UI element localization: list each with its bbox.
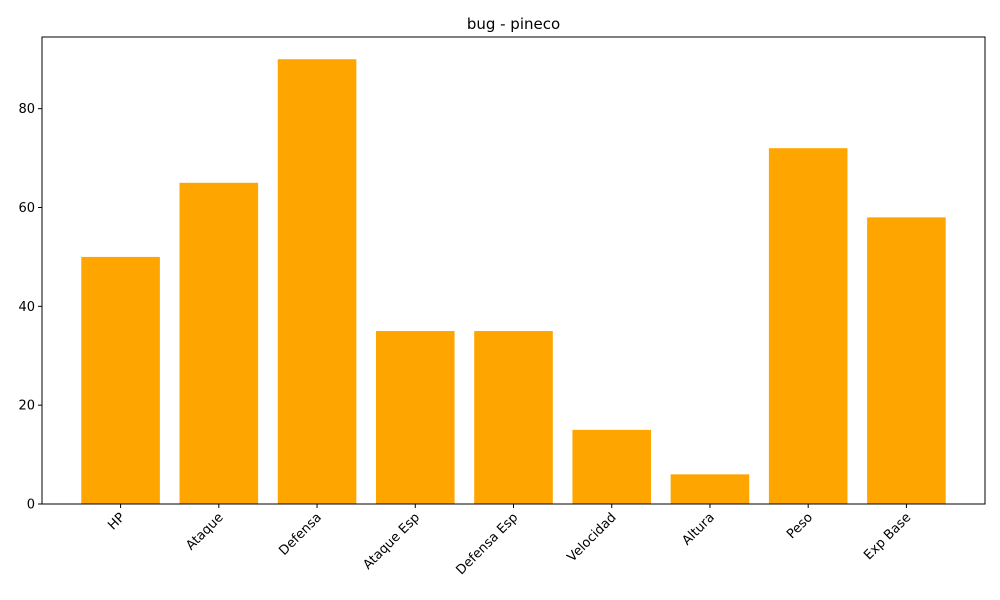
y-tick-label-20: 20 — [18, 399, 35, 414]
y-tick-label-80: 80 — [18, 102, 35, 117]
bar-altura — [670, 474, 750, 504]
y-tick-label-40: 40 — [18, 300, 35, 315]
bar-defensa — [277, 59, 357, 504]
bar-hp — [81, 256, 160, 504]
y-tick-label-60: 60 — [18, 201, 35, 216]
bar-exp-base — [867, 217, 946, 504]
y-tick-label-0: 0 — [27, 498, 35, 513]
bar-velocidad — [572, 429, 652, 504]
y-axis: 0 20 40 60 80 — [18, 102, 42, 513]
chart-title: bug - pineco — [467, 15, 560, 33]
bar-ataque — [179, 182, 259, 504]
bars-group — [81, 59, 946, 504]
bar-peso — [768, 148, 848, 504]
plot-frame — [41, 36, 986, 505]
bar-ataque-esp — [375, 331, 455, 504]
bar-defensa-esp — [474, 331, 553, 504]
